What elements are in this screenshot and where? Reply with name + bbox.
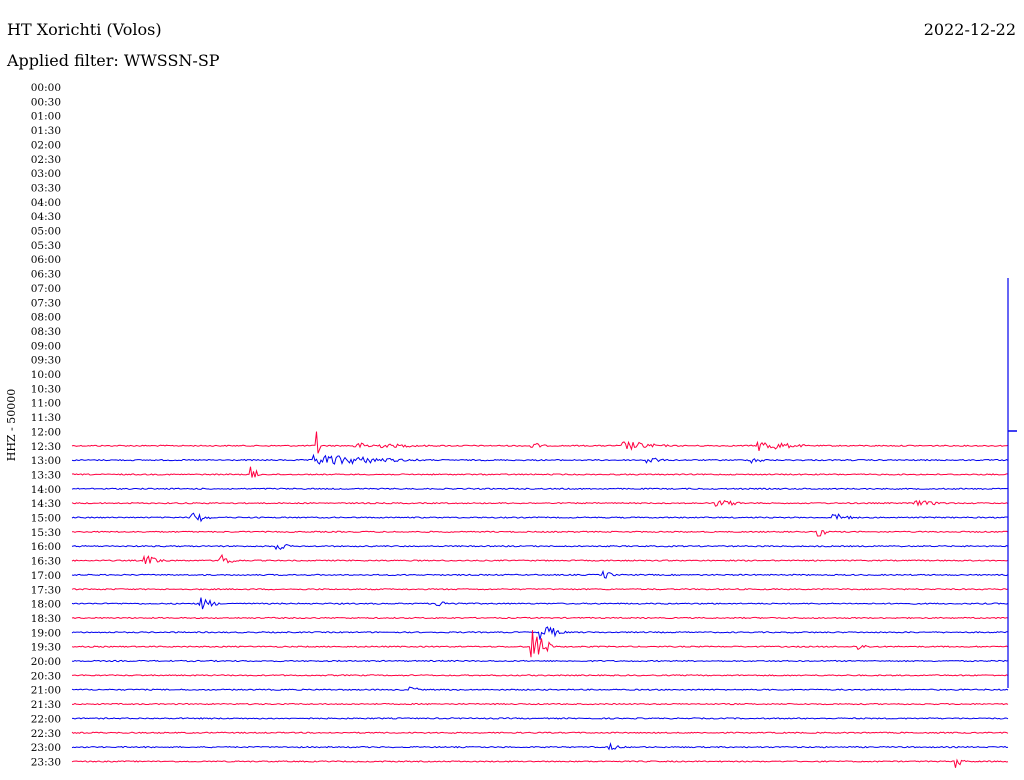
trace-1600: [71, 543, 1009, 551]
time-tick-label: 22:30: [31, 728, 61, 740]
time-tick-label: 16:00: [31, 541, 61, 553]
trace-1400: [71, 487, 1009, 491]
trace-2000: [71, 659, 1009, 663]
time-tick-label: 20:30: [31, 670, 61, 682]
time-tick-label: 14:30: [31, 498, 61, 510]
time-tick-label: 03:00: [31, 168, 61, 180]
time-tick-label: 11:00: [31, 398, 61, 410]
time-tick-label: 01:30: [31, 125, 61, 137]
trace-1700: [71, 569, 1009, 579]
time-tick-label: 19:30: [31, 642, 61, 654]
time-tick-label: 05:30: [31, 240, 61, 252]
time-tick-label: 20:00: [31, 656, 61, 668]
time-tick-label: 12:00: [31, 426, 61, 438]
time-tick-label: 08:00: [31, 312, 61, 324]
filter-label: Applied filter: WWSSN-SP: [7, 51, 220, 70]
time-tick-label: 06:00: [31, 254, 61, 266]
time-tick-label: 18:30: [31, 613, 61, 625]
time-tick-label: 23:00: [31, 742, 61, 754]
date-label: 2022-12-22: [923, 20, 1016, 39]
trace-1830: [71, 616, 1009, 620]
time-tick-label: 01:00: [31, 111, 61, 123]
trace-1230: [71, 431, 1009, 454]
trace-2200: [72, 717, 1009, 720]
time-tick-label: 12:30: [31, 441, 61, 453]
time-tick-label: 15:30: [31, 527, 61, 539]
time-tick-label: 17:00: [31, 570, 61, 582]
time-tick-label: 19:00: [31, 627, 61, 639]
trace-2100: [71, 686, 1009, 691]
time-tick-label: 00:30: [31, 96, 61, 108]
channel-label: HHZ - 50000: [5, 389, 18, 462]
time-tick-label: 14:00: [31, 484, 61, 496]
time-tick-label: 21:30: [31, 699, 61, 711]
seismogram-traces: [71, 431, 1009, 768]
time-tick-label: 06:30: [31, 269, 61, 281]
time-tick-label: 22:00: [31, 713, 61, 725]
time-tick-label: 13:00: [31, 455, 61, 467]
station-title: HT Xorichti (Volos): [7, 20, 162, 39]
trace-2300: [71, 742, 1009, 751]
time-tick-label: 16:30: [31, 556, 61, 568]
time-tick-label: 11:30: [31, 412, 61, 424]
time-tick-label: 09:00: [31, 340, 61, 352]
time-tick-label: 07:00: [31, 283, 61, 295]
time-tick-label: 21:00: [31, 685, 61, 697]
time-tick-label: 09:30: [31, 355, 61, 367]
trace-1330: [71, 466, 1008, 478]
trace-1300: [71, 453, 1009, 466]
time-tick-labels: 00:00 00:30 01:00 01:30 02:00 02:30 03:00 03:30…: [31, 82, 61, 768]
trace-1430: [71, 499, 1009, 507]
trace-2330: [71, 758, 1009, 768]
time-tick-label: 02:30: [31, 154, 61, 166]
time-tick-label: 07:30: [31, 297, 61, 309]
time-tick-label: 23:30: [31, 756, 61, 768]
time-tick-label: 10:00: [31, 369, 61, 381]
time-tick-label: 05:00: [31, 226, 61, 238]
trace-2230: [71, 731, 1009, 734]
trace-2130: [72, 702, 1009, 706]
time-tick-label: 18:00: [31, 599, 61, 611]
time-tick-label: 08:30: [31, 326, 61, 338]
trace-1730: [71, 588, 1009, 591]
time-tick-label: 15:00: [31, 513, 61, 525]
time-tick-label: 00:00: [31, 82, 61, 94]
trace-1500: [71, 512, 1009, 523]
time-tick-label: 17:30: [31, 584, 61, 596]
time-tick-label: 03:30: [31, 182, 61, 194]
trace-1630: [71, 553, 1009, 565]
time-tick-label: 13:30: [31, 469, 61, 481]
time-tick-label: 02:00: [31, 139, 61, 151]
trace-1800: [71, 597, 1009, 610]
time-tick-label: 04:00: [31, 197, 61, 209]
time-tick-label: 04:30: [31, 211, 61, 223]
trace-2030: [71, 674, 1009, 677]
trace-1930: [71, 630, 1009, 658]
time-tick-label: 10:30: [31, 383, 61, 395]
trace-1900: [71, 626, 1009, 640]
trace-1530: [72, 530, 1009, 537]
